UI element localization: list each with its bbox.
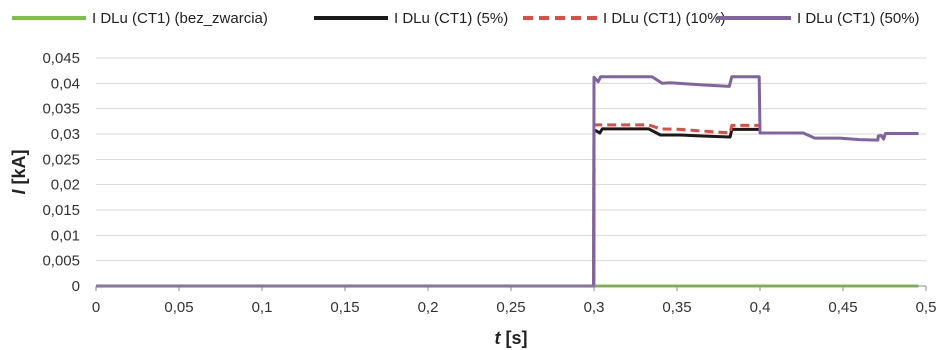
x-tick-label: 0,2 — [418, 299, 439, 316]
y-tick-label: 0,005 — [42, 253, 80, 270]
y-tick-label: 0,035 — [42, 101, 80, 118]
x-axis-label: t [s] — [495, 328, 528, 348]
x-tick-label: 0,05 — [164, 299, 193, 316]
y-tick-label: 0,015 — [42, 202, 80, 219]
legend: I DLu (CT1) (bez_zwarcia) I DLu (CT1) (5%… — [12, 10, 920, 27]
legend-label-2: I DLu (CT1) (10%) — [603, 10, 726, 27]
y-tick-label: 0,045 — [42, 50, 80, 67]
y-axis-ticks: 0 0,005 0,01 0,015 0,02 0,025 0,03 0,035 0,04 0,0… — [42, 50, 80, 295]
x-tick-label: 0,35 — [662, 299, 691, 316]
x-tick-label: 0,45 — [828, 299, 857, 316]
series-line-3 — [96, 75, 919, 288]
x-tick-label: 0,4 — [750, 299, 771, 316]
x-tick-label: 0,15 — [330, 299, 359, 316]
series-line-1 — [96, 127, 760, 288]
y-axis-symbol: I — [9, 189, 29, 195]
x-axis-unit: [s] — [501, 328, 528, 348]
x-axis-symbol: t — [495, 328, 502, 348]
legend-label-3: I DLu (CT1) (50%) — [797, 10, 920, 27]
x-tick-label: 0 — [92, 299, 100, 316]
y-axis-label: I [kA] — [9, 149, 29, 194]
y-tick-label: 0,03 — [51, 126, 80, 143]
y-tick-label: 0,01 — [51, 227, 80, 244]
legend-label-1: I DLu (CT1) (5%) — [394, 10, 508, 27]
y-tick-label: 0,04 — [51, 75, 80, 92]
series-lines — [96, 75, 919, 288]
grid-lines — [96, 57, 926, 262]
x-tick-label: 0,5 — [916, 299, 937, 316]
y-axis-unit: [kA] — [9, 149, 29, 189]
x-axis-ticks: 0 0,05 0,1 0,15 0,2 0,25 0,3 0,35 0,4 0,45 0,5 — [92, 286, 937, 316]
series-line-2 — [96, 123, 760, 288]
y-tick-label: 0,025 — [42, 151, 80, 168]
y-tick-label: 0,02 — [51, 177, 80, 194]
x-tick-label: 0,1 — [252, 299, 273, 316]
x-tick-label: 0,25 — [496, 299, 525, 316]
y-tick-label: 0 — [72, 278, 80, 295]
x-tick-label: 0,3 — [584, 299, 605, 316]
legend-label-0: I DLu (CT1) (bez_zwarcia) — [92, 10, 268, 27]
